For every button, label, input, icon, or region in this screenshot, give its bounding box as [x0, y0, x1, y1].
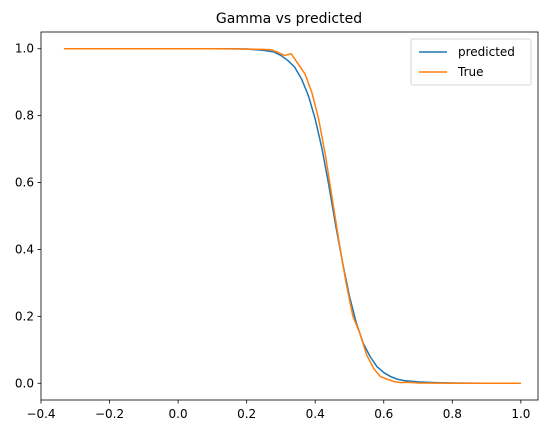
x-tick-label: −0.2: [95, 407, 124, 421]
y-tick-label: 0.6: [15, 176, 34, 190]
series-line-true: [63, 47, 521, 385]
legend-label: True: [457, 65, 484, 79]
series-line-predicted: [63, 47, 521, 385]
x-tick-label: 0.2: [237, 407, 256, 421]
x-tick-label: 0.6: [374, 407, 393, 421]
x-tick-label: 0.8: [443, 407, 462, 421]
x-tick-label: 0.4: [306, 407, 325, 421]
legend-label: predicted: [458, 45, 515, 59]
plot-area: [63, 47, 521, 385]
y-tick-label: 0.0: [15, 376, 34, 390]
x-tick-label: 1.0: [511, 407, 530, 421]
x-tick-label: −0.4: [26, 407, 55, 421]
x-axis: −0.4 −0.2 0.0 0.2 0.4 0.6 0.8 1.0: [26, 400, 530, 421]
y-tick-label: 1.0: [15, 42, 34, 56]
y-axis: 0.0 0.2 0.4 0.6 0.8 1.0: [15, 42, 41, 390]
y-tick-label: 0.2: [15, 309, 34, 323]
legend: predicted True: [410, 38, 532, 86]
legend-box: [410, 38, 532, 86]
plot-frame: [40, 31, 539, 401]
y-tick-label: 0.4: [15, 242, 34, 256]
y-tick-label: 0.8: [15, 109, 34, 123]
chart-title: Gamma vs predicted: [216, 11, 362, 27]
x-tick-label: 0.0: [169, 407, 188, 421]
